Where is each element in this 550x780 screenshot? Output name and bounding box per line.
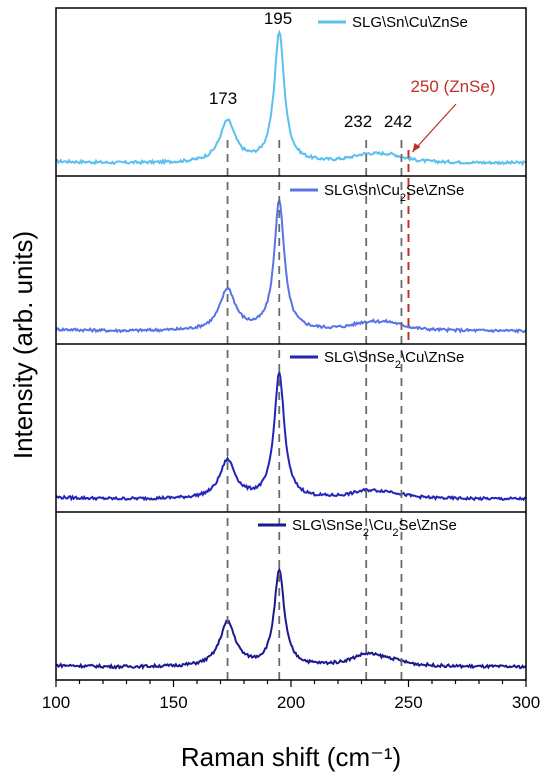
reference-lines-layer bbox=[226, 140, 410, 680]
peak-label-173: 173 bbox=[209, 89, 237, 108]
peak-label-242: 242 bbox=[384, 112, 412, 131]
x-tick-label-150: 150 bbox=[159, 693, 187, 712]
legend-label-2: SLG\Sn\Cu2Se\ZnSe bbox=[324, 182, 464, 204]
series-line-2 bbox=[55, 196, 527, 334]
x-tick-label-100: 100 bbox=[42, 693, 70, 712]
series-line-4 bbox=[55, 566, 527, 671]
x-ticks: 100 150 200 250 300 bbox=[42, 680, 540, 712]
legend-label-4: SLG\SnSe2\Cu2Se\ZnSe bbox=[292, 517, 457, 539]
legend-label-3: SLG\SnSe2\Cu\ZnSe bbox=[324, 349, 464, 371]
legend-label-1: SLG\Sn\Cu\ZnSe bbox=[352, 14, 468, 31]
znse-arrow-line bbox=[412, 103, 457, 153]
x-tick-label-300: 300 bbox=[512, 693, 540, 712]
x-tick-label-200: 200 bbox=[277, 693, 305, 712]
traces-layer bbox=[55, 29, 527, 671]
y-axis-title: Intensity (arb. units) bbox=[8, 231, 38, 459]
x-tick-label-250: 250 bbox=[394, 693, 422, 712]
legend-layer: SLG\Sn\Cu\ZnSe SLG\Sn\Cu2Se\ZnSe SLG\SnSe2… bbox=[258, 14, 468, 539]
plot-frame bbox=[55, 7, 527, 681]
znse-arrow-head bbox=[412, 143, 421, 152]
x-axis-title: Raman shift (cm⁻¹) bbox=[181, 742, 401, 772]
annotation-layer: 173 195 232 242 250 (ZnSe) bbox=[209, 9, 496, 153]
series-line-1 bbox=[55, 29, 527, 167]
znse-annotation-label: 250 (ZnSe) bbox=[410, 77, 495, 96]
peak-label-195: 195 bbox=[264, 9, 292, 28]
peak-label-232: 232 bbox=[344, 112, 372, 131]
series-line-3 bbox=[55, 368, 526, 502]
